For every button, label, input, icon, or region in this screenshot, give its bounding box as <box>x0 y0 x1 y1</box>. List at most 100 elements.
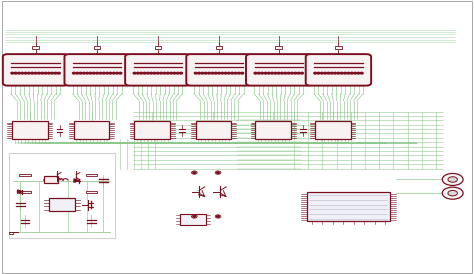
Circle shape <box>146 72 149 74</box>
Circle shape <box>137 72 139 74</box>
Circle shape <box>324 72 327 74</box>
Polygon shape <box>18 190 22 193</box>
Circle shape <box>11 72 14 74</box>
FancyBboxPatch shape <box>49 198 75 211</box>
Circle shape <box>211 72 214 74</box>
Circle shape <box>116 72 118 74</box>
Circle shape <box>337 72 340 74</box>
Circle shape <box>448 190 457 196</box>
Circle shape <box>291 72 293 74</box>
Circle shape <box>109 72 112 74</box>
Circle shape <box>82 72 85 74</box>
Circle shape <box>357 72 360 74</box>
Circle shape <box>112 72 115 74</box>
Circle shape <box>133 72 136 74</box>
Circle shape <box>191 171 197 174</box>
Circle shape <box>218 72 220 74</box>
Circle shape <box>340 72 343 74</box>
Circle shape <box>76 72 79 74</box>
Bar <box>19 191 31 193</box>
Bar <box>94 46 100 49</box>
FancyBboxPatch shape <box>12 121 48 139</box>
Circle shape <box>267 72 270 74</box>
Circle shape <box>344 72 346 74</box>
Circle shape <box>448 177 457 182</box>
Polygon shape <box>74 179 79 182</box>
Circle shape <box>47 72 50 74</box>
FancyBboxPatch shape <box>135 121 170 139</box>
Circle shape <box>119 72 122 74</box>
Circle shape <box>176 72 179 74</box>
Circle shape <box>153 72 156 74</box>
FancyBboxPatch shape <box>196 121 231 139</box>
Circle shape <box>287 72 290 74</box>
Circle shape <box>57 72 60 74</box>
Circle shape <box>193 216 196 217</box>
Circle shape <box>21 72 24 74</box>
Circle shape <box>354 72 356 74</box>
Circle shape <box>350 72 353 74</box>
Circle shape <box>170 72 173 74</box>
Circle shape <box>215 215 221 218</box>
FancyBboxPatch shape <box>180 214 206 225</box>
Circle shape <box>194 72 197 74</box>
Circle shape <box>102 72 105 74</box>
FancyBboxPatch shape <box>44 176 58 183</box>
Circle shape <box>297 72 300 74</box>
Circle shape <box>284 72 287 74</box>
Circle shape <box>320 72 323 74</box>
Circle shape <box>274 72 277 74</box>
Circle shape <box>31 72 34 74</box>
Circle shape <box>143 72 146 74</box>
Circle shape <box>215 171 221 174</box>
Circle shape <box>34 72 37 74</box>
Circle shape <box>166 72 169 74</box>
Circle shape <box>106 72 109 74</box>
Circle shape <box>327 72 330 74</box>
Circle shape <box>271 72 273 74</box>
FancyBboxPatch shape <box>186 54 252 85</box>
Circle shape <box>156 72 159 74</box>
Circle shape <box>54 72 57 74</box>
Circle shape <box>301 72 303 74</box>
Circle shape <box>44 72 47 74</box>
Circle shape <box>234 72 237 74</box>
Bar <box>335 46 342 49</box>
Circle shape <box>442 173 463 185</box>
FancyBboxPatch shape <box>255 121 291 139</box>
Circle shape <box>201 72 204 74</box>
Circle shape <box>237 72 240 74</box>
Circle shape <box>360 72 363 74</box>
FancyBboxPatch shape <box>64 54 130 85</box>
Circle shape <box>51 72 54 74</box>
Circle shape <box>86 72 89 74</box>
Circle shape <box>92 72 95 74</box>
FancyBboxPatch shape <box>246 54 311 85</box>
Circle shape <box>198 72 201 74</box>
Circle shape <box>294 72 297 74</box>
FancyBboxPatch shape <box>315 121 351 139</box>
Circle shape <box>73 72 75 74</box>
Circle shape <box>228 72 230 74</box>
Circle shape <box>261 72 264 74</box>
FancyBboxPatch shape <box>74 121 109 139</box>
Circle shape <box>140 72 143 74</box>
Bar <box>155 46 161 49</box>
Circle shape <box>163 72 166 74</box>
Circle shape <box>277 72 280 74</box>
Bar <box>86 174 97 176</box>
Bar <box>32 46 39 49</box>
Circle shape <box>14 72 17 74</box>
FancyBboxPatch shape <box>125 54 191 85</box>
FancyBboxPatch shape <box>3 54 68 85</box>
Circle shape <box>224 72 227 74</box>
Circle shape <box>330 72 333 74</box>
Circle shape <box>264 72 267 74</box>
Circle shape <box>254 72 257 74</box>
Circle shape <box>217 216 219 217</box>
Circle shape <box>41 72 44 74</box>
Circle shape <box>314 72 317 74</box>
Circle shape <box>241 72 244 74</box>
Circle shape <box>347 72 350 74</box>
Circle shape <box>79 72 82 74</box>
